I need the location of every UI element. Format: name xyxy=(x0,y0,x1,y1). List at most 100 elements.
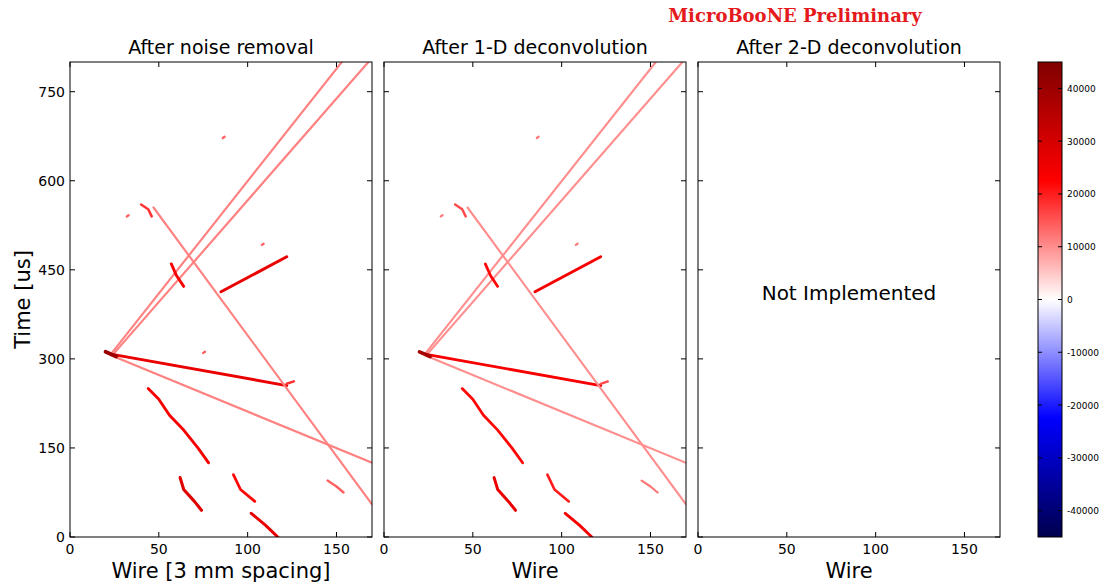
track xyxy=(106,352,117,357)
colorbar-tick xyxy=(1058,299,1062,300)
colorbar-tick-label: 40000 xyxy=(1067,84,1096,94)
y-tick xyxy=(995,358,1000,359)
y-tick xyxy=(681,537,686,538)
plot-frame xyxy=(70,62,372,537)
x-tick xyxy=(158,62,159,67)
y-tick xyxy=(995,269,1000,270)
colorbar-bar xyxy=(1038,62,1062,537)
y-tick xyxy=(367,91,372,92)
colorbar-tick-label: 20000 xyxy=(1067,189,1096,199)
x-tick-label: 0 xyxy=(380,541,389,557)
y-tick xyxy=(995,91,1000,92)
y-tick xyxy=(698,447,703,448)
y-tick xyxy=(70,358,75,359)
track xyxy=(601,381,608,383)
colorbar-tick xyxy=(1038,246,1042,247)
x-tick xyxy=(336,62,337,67)
track xyxy=(642,481,658,493)
track xyxy=(494,478,515,511)
x-axis-title: Wire xyxy=(511,559,558,583)
colorbar-tick xyxy=(1038,193,1042,194)
y-tick xyxy=(367,447,372,448)
tracks xyxy=(420,62,687,537)
x-tick xyxy=(650,532,651,537)
x-tick-label: 50 xyxy=(150,541,168,557)
x-tick xyxy=(158,532,159,537)
colorbar-tick xyxy=(1058,457,1062,458)
track xyxy=(565,513,592,537)
x-tick-label: 50 xyxy=(778,541,796,557)
y-tick-label: 750 xyxy=(38,84,65,100)
track xyxy=(180,478,201,511)
track xyxy=(251,513,278,537)
track xyxy=(537,137,539,138)
y-tick-label: 300 xyxy=(38,351,65,367)
colorbar-tick xyxy=(1038,457,1042,458)
y-tick xyxy=(698,180,703,181)
track xyxy=(468,208,687,505)
colorbar-tick xyxy=(1058,193,1062,194)
x-tick xyxy=(964,532,965,537)
tracks xyxy=(106,62,373,537)
track xyxy=(262,244,264,245)
x-tick xyxy=(336,532,337,537)
y-tick-label: 600 xyxy=(38,173,65,189)
x-axis-title: Wire [3 mm spacing] xyxy=(111,559,330,583)
track xyxy=(148,389,208,463)
y-tick xyxy=(681,358,686,359)
figure: MicroBooNE Preliminary050100150015030045… xyxy=(0,0,1109,585)
x-tick xyxy=(70,532,71,537)
y-tick xyxy=(367,269,372,270)
track xyxy=(171,264,183,287)
panel-title: After noise removal xyxy=(128,36,314,58)
plot-background xyxy=(698,62,1000,537)
x-tick xyxy=(875,62,876,67)
x-tick xyxy=(964,62,965,67)
y-tick xyxy=(995,537,1000,538)
x-tick-label: 150 xyxy=(637,541,664,557)
track xyxy=(111,355,372,463)
y-tick xyxy=(681,269,686,270)
plot-frame xyxy=(384,62,686,537)
y-tick xyxy=(70,269,75,270)
track xyxy=(233,475,254,502)
x-tick-label: 150 xyxy=(323,541,350,557)
track xyxy=(441,215,443,216)
y-tick xyxy=(698,537,703,538)
colorbar-tick xyxy=(1058,405,1062,406)
colorbar-tick-label: -10000 xyxy=(1067,348,1099,358)
track xyxy=(455,205,466,217)
track xyxy=(547,475,568,502)
colorbar: -40000-30000-20000-100000100002000030000… xyxy=(1038,62,1099,537)
track xyxy=(223,137,225,138)
track xyxy=(462,389,522,463)
track xyxy=(111,354,287,386)
x-tick-label: 100 xyxy=(862,541,889,557)
x-tick xyxy=(472,532,473,537)
colorbar-tick xyxy=(1038,352,1042,353)
track xyxy=(485,264,497,287)
y-tick xyxy=(384,180,389,181)
y-tick xyxy=(384,447,389,448)
panel-title: After 1-D deconvolution xyxy=(422,36,648,58)
colorbar-tick xyxy=(1058,246,1062,247)
track xyxy=(287,381,294,383)
x-tick xyxy=(786,532,787,537)
track xyxy=(328,481,344,493)
colorbar-tick-label: 0 xyxy=(1067,295,1073,305)
x-tick xyxy=(786,62,787,67)
x-tick xyxy=(70,62,71,67)
track xyxy=(111,62,342,354)
x-tick xyxy=(561,532,562,537)
colorbar-tick-label: -20000 xyxy=(1067,401,1099,411)
y-tick xyxy=(681,180,686,181)
y-tick-label: 0 xyxy=(56,529,65,545)
colorbar-tick xyxy=(1038,510,1042,511)
annotation: Not Implemented xyxy=(762,281,937,305)
y-tick xyxy=(367,180,372,181)
colorbar-tick-label: 30000 xyxy=(1067,137,1096,147)
x-tick xyxy=(384,62,385,67)
plot-background xyxy=(384,62,686,537)
x-tick xyxy=(472,62,473,67)
y-tick xyxy=(698,269,703,270)
